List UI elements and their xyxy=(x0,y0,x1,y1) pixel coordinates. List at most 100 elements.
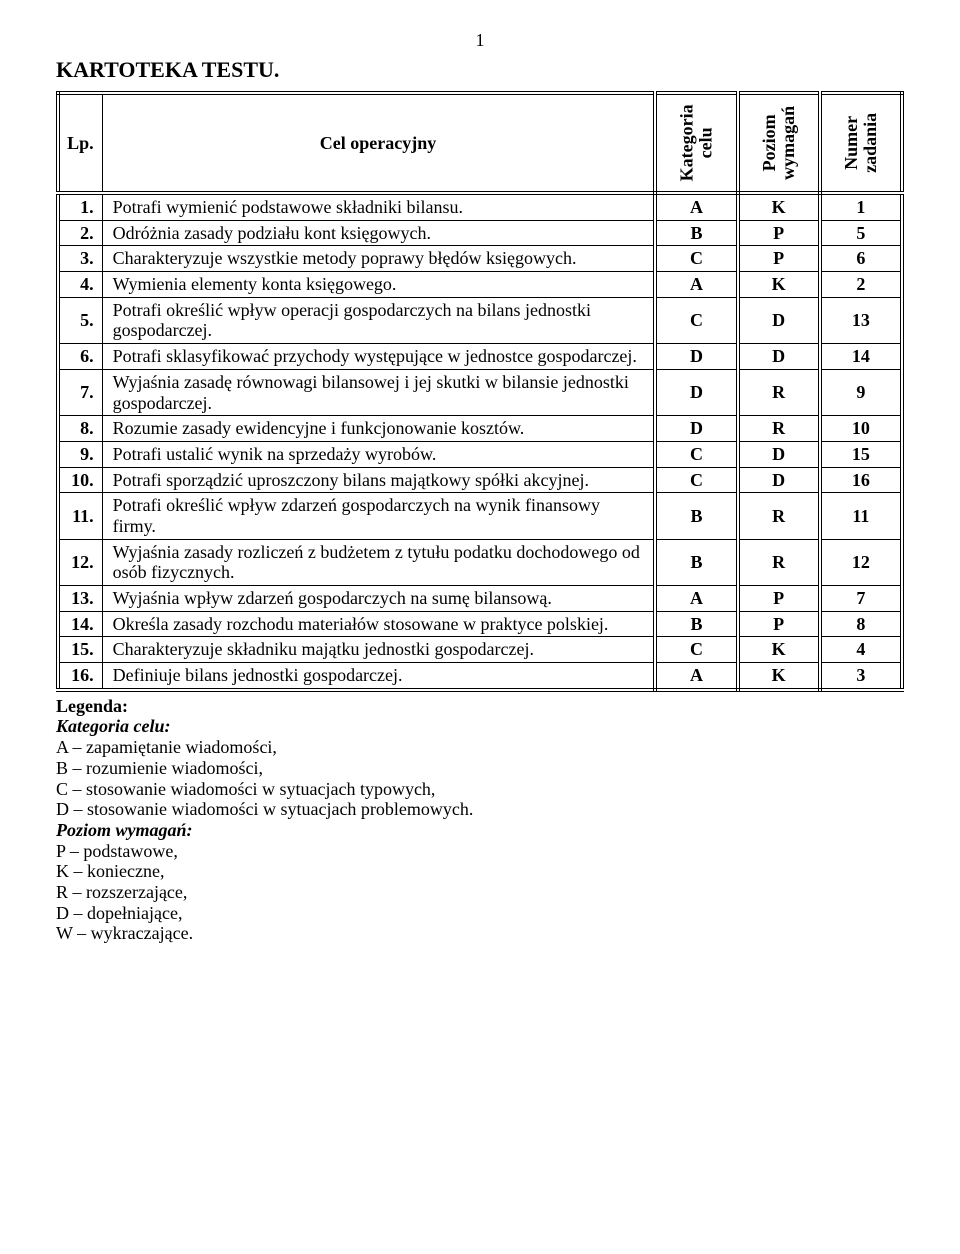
page: 1 KARTOTEKA TESTU. Lp. Cel operacyjny Ka… xyxy=(0,0,960,1254)
cell-kategoria: B xyxy=(655,493,737,539)
cell-lp: 5. xyxy=(58,297,102,343)
header-kategoria-label: Kategoriacelu xyxy=(678,105,716,182)
cell-cel: Potrafi określić wpływ zdarzeń gospodarc… xyxy=(102,493,655,539)
header-cel-label: Cel operacyjny xyxy=(320,133,436,153)
cell-cel: Charakteryzuje wszystkie metody poprawy … xyxy=(102,246,655,272)
table-row: 14.Określa zasady rozchodu materiałów st… xyxy=(58,611,902,637)
cell-poziom: R xyxy=(738,539,820,585)
cell-lp: 10. xyxy=(58,467,102,493)
cell-cel: Potrafi sklasyfikować przychody występuj… xyxy=(102,344,655,370)
cell-cel: Potrafi sporządzić uproszczony bilans ma… xyxy=(102,467,655,493)
cell-numer: 11 xyxy=(820,493,902,539)
legend-category-title: Kategoria celu: xyxy=(56,716,904,737)
cell-kategoria: C xyxy=(655,637,737,663)
legend-line: W – wykraczające. xyxy=(56,923,904,944)
cell-kategoria: A xyxy=(655,586,737,612)
table-row: 8.Rozumie zasady ewidencyjne i funkcjono… xyxy=(58,416,902,442)
legend-line: D – dopełniające, xyxy=(56,903,904,924)
cell-kategoria: C xyxy=(655,467,737,493)
cell-poziom: D xyxy=(738,441,820,467)
cell-poziom: R xyxy=(738,369,820,415)
cell-cel: Definiuje bilans jednostki gospodarczej. xyxy=(102,663,655,690)
legend-line: A – zapamiętanie wiadomości, xyxy=(56,737,904,758)
cell-poziom: K xyxy=(738,272,820,298)
cell-lp: 6. xyxy=(58,344,102,370)
cell-cel: Potrafi wymienić podstawowe składniki bi… xyxy=(102,193,655,220)
table-row: 3.Charakteryzuje wszystkie metody popraw… xyxy=(58,246,902,272)
table-body: 1.Potrafi wymienić podstawowe składniki … xyxy=(58,193,902,690)
header-numer: Numerzadania xyxy=(820,93,902,193)
cell-numer: 4 xyxy=(820,637,902,663)
cell-kategoria: D xyxy=(655,369,737,415)
cell-poziom: K xyxy=(738,637,820,663)
cell-cel: Charakteryzuje składniku majątku jednost… xyxy=(102,637,655,663)
cell-numer: 1 xyxy=(820,193,902,220)
table-row: 16.Definiuje bilans jednostki gospodarcz… xyxy=(58,663,902,690)
cell-numer: 2 xyxy=(820,272,902,298)
cell-lp: 14. xyxy=(58,611,102,637)
cell-poziom: P xyxy=(738,611,820,637)
legend-line: C – stosowanie wiadomości w sytuacjach t… xyxy=(56,779,904,800)
page-number: 1 xyxy=(56,30,904,51)
cell-poziom: K xyxy=(738,663,820,690)
cell-cel: Wymienia elementy konta księgowego. xyxy=(102,272,655,298)
header-poziom: Poziomwymagań xyxy=(738,93,820,193)
cell-poziom: D xyxy=(738,467,820,493)
cell-poziom: K xyxy=(738,193,820,220)
legend-line: P – podstawowe, xyxy=(56,841,904,862)
cell-lp: 2. xyxy=(58,220,102,246)
kartoteka-table: Lp. Cel operacyjny Kategoriacelu Poziomw… xyxy=(56,91,904,692)
cell-cel: Potrafi ustalić wynik na sprzedaży wyrob… xyxy=(102,441,655,467)
cell-poziom: D xyxy=(738,297,820,343)
cell-cel: Wyjaśnia zasadę równowagi bilansowej i j… xyxy=(102,369,655,415)
cell-numer: 10 xyxy=(820,416,902,442)
document-title: KARTOTEKA TESTU. xyxy=(56,57,904,83)
cell-kategoria: C xyxy=(655,441,737,467)
cell-kategoria: D xyxy=(655,344,737,370)
cell-lp: 3. xyxy=(58,246,102,272)
legend-level-title: Poziom wymagań: xyxy=(56,820,904,841)
table-row: 6.Potrafi sklasyfikować przychody występ… xyxy=(58,344,902,370)
table-row: 4.Wymienia elementy konta księgowego.AK2 xyxy=(58,272,902,298)
cell-lp: 15. xyxy=(58,637,102,663)
cell-lp: 7. xyxy=(58,369,102,415)
legend-line: B – rozumienie wiadomości, xyxy=(56,758,904,779)
cell-kategoria: A xyxy=(655,193,737,220)
table-row: 2.Odróżnia zasady podziału kont księgowy… xyxy=(58,220,902,246)
legend-category-lines: A – zapamiętanie wiadomości,B – rozumien… xyxy=(56,737,904,820)
cell-cel: Określa zasady rozchodu materiałów stoso… xyxy=(102,611,655,637)
cell-cel: Wyjaśnia zasady rozliczeń z budżetem z t… xyxy=(102,539,655,585)
cell-kategoria: B xyxy=(655,539,737,585)
cell-lp: 1. xyxy=(58,193,102,220)
header-lp: Lp. xyxy=(58,93,102,193)
cell-cel: Rozumie zasady ewidencyjne i funkcjonowa… xyxy=(102,416,655,442)
cell-lp: 12. xyxy=(58,539,102,585)
cell-poziom: P xyxy=(738,586,820,612)
cell-kategoria: B xyxy=(655,611,737,637)
cell-lp: 16. xyxy=(58,663,102,690)
legend-level-lines: P – podstawowe,K – konieczne,R – rozszer… xyxy=(56,841,904,944)
cell-cel: Potrafi określić wpływ operacji gospodar… xyxy=(102,297,655,343)
cell-numer: 5 xyxy=(820,220,902,246)
cell-poziom: P xyxy=(738,220,820,246)
cell-lp: 9. xyxy=(58,441,102,467)
cell-numer: 12 xyxy=(820,539,902,585)
cell-numer: 16 xyxy=(820,467,902,493)
cell-numer: 14 xyxy=(820,344,902,370)
cell-lp: 13. xyxy=(58,586,102,612)
cell-numer: 15 xyxy=(820,441,902,467)
header-kategoria: Kategoriacelu xyxy=(655,93,737,193)
cell-poziom: P xyxy=(738,246,820,272)
legend-line: K – konieczne, xyxy=(56,861,904,882)
cell-kategoria: D xyxy=(655,416,737,442)
table-header-row: Lp. Cel operacyjny Kategoriacelu Poziomw… xyxy=(58,93,902,193)
table-row: 1.Potrafi wymienić podstawowe składniki … xyxy=(58,193,902,220)
header-numer-label: Numerzadania xyxy=(842,113,880,173)
cell-numer: 7 xyxy=(820,586,902,612)
cell-kategoria: C xyxy=(655,246,737,272)
cell-lp: 4. xyxy=(58,272,102,298)
header-cel: Cel operacyjny xyxy=(102,93,655,193)
legend-line: R – rozszerzające, xyxy=(56,882,904,903)
table-row: 5.Potrafi określić wpływ operacji gospod… xyxy=(58,297,902,343)
cell-cel: Odróżnia zasady podziału kont księgowych… xyxy=(102,220,655,246)
